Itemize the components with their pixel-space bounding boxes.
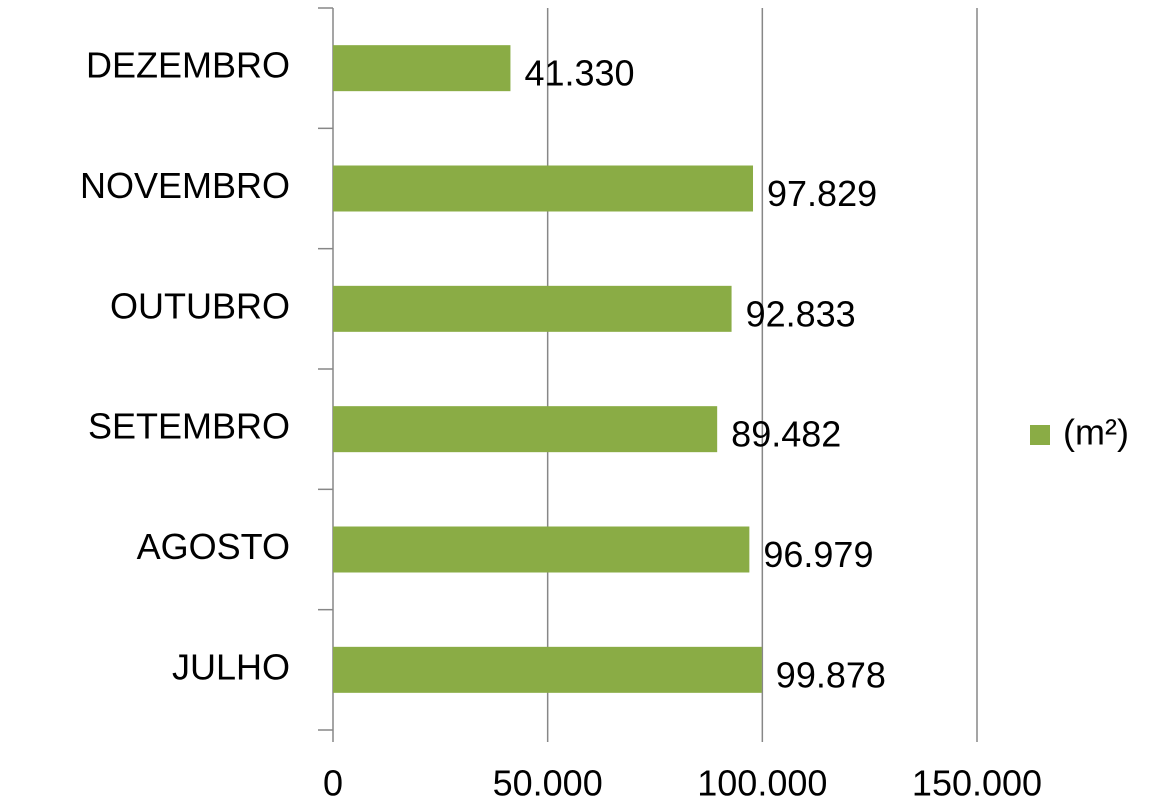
bar	[333, 285, 732, 332]
bar	[333, 45, 511, 92]
value-label: 96.979	[763, 534, 873, 575]
legend-label: (m²)	[1063, 412, 1129, 453]
y-tick-label: DEZEMBRO	[86, 45, 290, 86]
y-tick-label: JULHO	[172, 646, 290, 687]
y-tick-label: OUTUBRO	[110, 285, 290, 326]
x-tick-label: 150.000	[912, 763, 1042, 804]
bar	[333, 646, 762, 693]
x-tick-label: 0	[323, 763, 343, 804]
x-tick-label: 50.000	[493, 763, 603, 804]
bar	[333, 165, 754, 212]
bar	[333, 526, 750, 573]
value-label: 89.482	[731, 414, 841, 455]
value-label: 97.829	[767, 173, 877, 214]
y-tick-label: AGOSTO	[137, 526, 290, 567]
bar	[333, 406, 718, 453]
y-tick-label: SETEMBRO	[88, 406, 290, 447]
value-label: 99.878	[776, 654, 886, 695]
y-tick-label: NOVEMBRO	[80, 165, 290, 206]
value-label: 41.330	[524, 53, 634, 94]
legend-swatch	[1030, 425, 1050, 445]
x-tick-label: 100.000	[697, 763, 827, 804]
value-label: 92.833	[746, 293, 856, 334]
